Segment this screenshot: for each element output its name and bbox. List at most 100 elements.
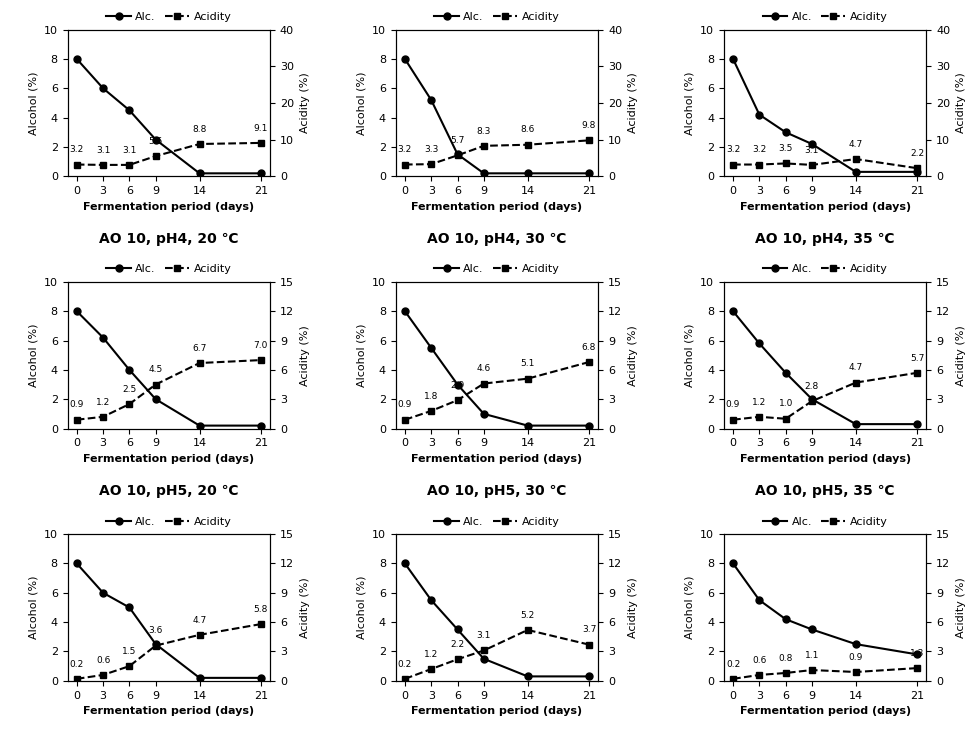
Text: 8.8: 8.8	[192, 125, 207, 134]
Text: 4.5: 4.5	[149, 366, 163, 374]
Alc.	[400, 55, 411, 64]
Text: 0.2: 0.2	[726, 659, 740, 668]
Alc.	[124, 603, 135, 612]
Acidity	[97, 161, 109, 169]
Acidity	[426, 665, 437, 673]
Y-axis label: Alcohol (%): Alcohol (%)	[356, 576, 367, 639]
Acidity	[806, 161, 817, 169]
Text: 3.3: 3.3	[424, 145, 438, 154]
Acidity	[255, 356, 266, 365]
Alc.	[522, 672, 534, 681]
Acidity	[400, 160, 411, 169]
Acidity	[806, 665, 817, 674]
Acidity	[400, 674, 411, 683]
Alc.	[71, 307, 83, 316]
X-axis label: Fermentation period (days): Fermentation period (days)	[83, 201, 255, 212]
Text: 5.8: 5.8	[254, 605, 268, 613]
Alc.	[400, 307, 411, 316]
Alc.	[150, 394, 161, 403]
Acidity	[194, 630, 206, 639]
Acidity	[728, 674, 739, 683]
Line: Acidity: Acidity	[730, 369, 921, 423]
Alc.	[522, 421, 534, 430]
Acidity	[400, 415, 411, 424]
Acidity	[150, 380, 161, 389]
Acidity	[97, 670, 109, 679]
Acidity	[522, 374, 534, 383]
Y-axis label: Acidity (%): Acidity (%)	[299, 577, 310, 638]
Alc.	[728, 307, 739, 316]
Alc.	[583, 421, 594, 430]
Acidity	[150, 641, 161, 650]
Text: 5.1: 5.1	[520, 360, 535, 369]
Acidity	[754, 412, 765, 421]
Alc.	[97, 84, 109, 92]
Text: 0.9: 0.9	[69, 400, 84, 409]
Acidity	[150, 152, 161, 161]
Legend: Alc., Acidity: Alc., Acidity	[759, 514, 891, 530]
Alc.	[150, 639, 161, 648]
Alc.	[806, 140, 817, 149]
Alc.	[754, 110, 765, 119]
Text: 7.0: 7.0	[254, 341, 268, 350]
X-axis label: Fermentation period (days): Fermentation period (days)	[411, 454, 583, 464]
X-axis label: Fermentation period (days): Fermentation period (days)	[411, 706, 583, 716]
Y-axis label: Acidity (%): Acidity (%)	[627, 577, 638, 638]
Acidity	[71, 415, 83, 424]
Text: 3.2: 3.2	[398, 145, 412, 154]
Text: 3.7: 3.7	[582, 625, 596, 634]
Text: 1.1: 1.1	[805, 650, 819, 660]
Alc.	[97, 333, 109, 342]
Text: 3.1: 3.1	[477, 631, 491, 640]
Y-axis label: Acidity (%): Acidity (%)	[299, 325, 310, 386]
Text: 0.8: 0.8	[779, 653, 793, 663]
Acidity	[754, 160, 765, 169]
Text: 3.2: 3.2	[69, 145, 84, 154]
Legend: Alc., Acidity: Alc., Acidity	[759, 261, 891, 278]
Alc.	[583, 672, 594, 681]
Line: Acidity: Acidity	[73, 621, 264, 682]
Text: 0.2: 0.2	[398, 659, 412, 668]
Text: 3.1: 3.1	[805, 146, 819, 155]
Text: 3.2: 3.2	[726, 145, 740, 154]
Legend: Alc., Acidity: Alc., Acidity	[103, 9, 234, 25]
Acidity	[97, 412, 109, 421]
Acidity	[522, 141, 534, 149]
Alc.	[194, 673, 206, 682]
Line: Alc.: Alc.	[401, 56, 593, 177]
Y-axis label: Alcohol (%): Alcohol (%)	[684, 576, 695, 639]
Y-axis label: Alcohol (%): Alcohol (%)	[28, 323, 39, 387]
Alc.	[150, 135, 161, 144]
Acidity	[426, 160, 437, 169]
Text: 4.7: 4.7	[848, 140, 863, 149]
Y-axis label: Alcohol (%): Alcohol (%)	[356, 323, 367, 387]
Text: 2.2: 2.2	[451, 640, 464, 649]
Legend: Alc., Acidity: Alc., Acidity	[431, 9, 563, 25]
Alc.	[97, 588, 109, 597]
Alc.	[71, 559, 83, 568]
Acidity	[583, 640, 594, 649]
Text: 3.1: 3.1	[96, 146, 110, 155]
Text: 2.8: 2.8	[805, 382, 819, 391]
Text: 4.7: 4.7	[192, 616, 207, 625]
Acidity	[728, 415, 739, 424]
Alc.	[124, 106, 135, 115]
Alc.	[911, 650, 923, 659]
Text: 2.9: 2.9	[451, 381, 464, 390]
Alc.	[478, 654, 489, 663]
Text: 1.2: 1.2	[96, 397, 110, 406]
Alc.	[255, 169, 266, 178]
Alc.	[255, 421, 266, 430]
Acidity	[850, 667, 862, 676]
Text: 0.9: 0.9	[398, 400, 412, 409]
Y-axis label: Alcohol (%): Alcohol (%)	[684, 323, 695, 387]
Acidity	[754, 670, 765, 679]
Text: 5.5: 5.5	[149, 137, 163, 146]
Title: AO 10, pH5, 20 ℃: AO 10, pH5, 20 ℃	[99, 484, 238, 498]
Text: 1.2: 1.2	[424, 650, 438, 659]
Alc.	[400, 559, 411, 568]
X-axis label: Fermentation period (days): Fermentation period (days)	[83, 454, 255, 464]
Text: 1.0: 1.0	[779, 400, 793, 408]
Alc.	[478, 169, 489, 178]
Alc.	[452, 149, 463, 158]
